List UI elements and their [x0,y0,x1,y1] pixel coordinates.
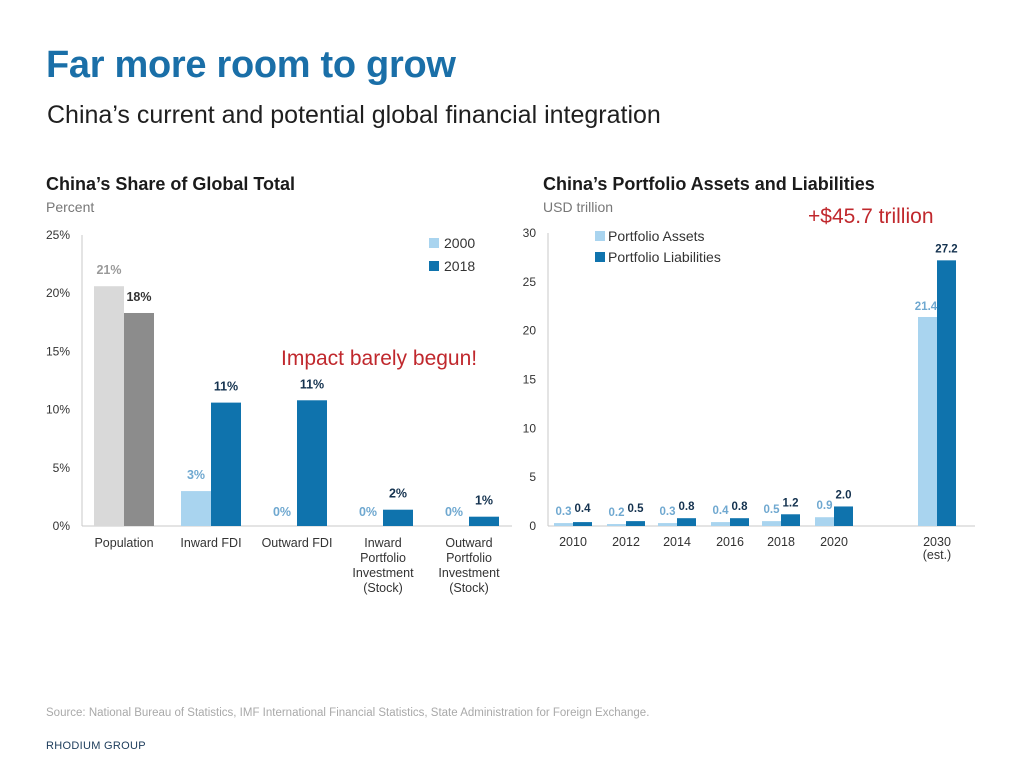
right-chart-unit: USD trillion [543,199,614,215]
y-tick-label: 20% [46,286,70,300]
bar-2018 [383,509,413,526]
bar-2018 [124,312,154,526]
data-label-2000: 0% [273,505,291,519]
y-tick-label: 5 [529,470,536,484]
y-tick-label: 30 [523,226,537,240]
category-label: Inward [364,536,402,550]
data-label-2018: 2% [389,487,407,501]
data-label-liabilities: 0.4 [575,503,592,515]
data-label-assets: 0.3 [556,506,572,518]
y-tick-label: 5% [53,461,71,475]
legend-swatch [429,261,439,271]
category-label: Portfolio [360,551,406,565]
bar-assets [918,316,937,526]
bar-assets [554,523,573,526]
data-label-2018: 1% [475,494,493,508]
legend-label: 2018 [444,258,475,274]
data-label-assets: 0.3 [660,506,676,518]
bar-assets [658,523,677,526]
bar-assets [711,522,730,526]
bar-liabilities [781,514,800,526]
data-label-2000: 21% [96,263,121,277]
data-label-assets: 0.9 [817,500,833,512]
bar-2018 [469,516,499,526]
category-label: (Stock) [449,581,489,595]
data-label-assets: 21.4 [915,301,938,313]
x-tick-label: 2014 [663,535,691,549]
data-label-liabilities: 1.2 [783,497,799,509]
category-label: (Stock) [363,581,403,595]
bar-liabilities [937,260,956,526]
category-label: Investment [438,566,500,580]
bar-liabilities [677,518,696,526]
y-tick-label: 25% [46,228,70,242]
slide-subtitle: China’s current and potential global fin… [47,101,661,129]
bar-2000 [94,286,124,526]
y-tick-label: 25 [523,275,537,289]
brand-logo-text: RHODIUM GROUP [46,740,146,752]
x-tick-label: 2018 [767,535,795,549]
category-label: Inward FDI [180,536,241,550]
data-label-2018: 11% [300,377,324,391]
legend-label: Portfolio Liabilities [608,249,721,265]
y-tick-label: 10% [46,403,70,417]
data-label-assets: 0.4 [713,505,730,517]
annotation-text: +$45.7 trillion [808,205,934,228]
legend-swatch [429,238,439,248]
category-label: Investment [352,566,414,580]
bar-2018 [297,400,327,526]
data-label-liabilities: 0.8 [732,501,749,513]
category-label: Population [94,536,153,550]
x-tick-label: 2020 [820,535,848,549]
bar-liabilities [573,522,592,526]
x-tick-label: 2030 [923,535,951,549]
category-label: Outward FDI [262,536,333,550]
y-tick-label: 15% [46,344,70,358]
source-note: Source: National Bureau of Statistics, I… [46,707,650,719]
right-chart-title: China’s Portfolio Assets and Liabilities [543,174,875,194]
y-tick-label: 0 [529,519,536,533]
data-label-2000: 0% [359,505,377,519]
data-label-assets: 0.5 [764,504,781,516]
data-label-liabilities: 2.0 [836,489,852,501]
bar-liabilities [626,521,645,526]
bar-liabilities [834,506,853,526]
data-label-2018: 11% [214,380,238,394]
y-tick-label: 10 [523,421,537,435]
data-label-2000: 3% [187,468,205,482]
data-label-liabilities: 0.8 [679,501,696,513]
data-label-assets: 0.2 [609,507,625,519]
data-label-liabilities: 0.5 [628,503,645,515]
left-chart-unit: Percent [46,199,95,215]
x-tick-label: 2012 [612,535,640,549]
bar-assets [607,524,626,526]
y-tick-label: 15 [523,373,537,387]
x-tick-label: 2010 [559,535,587,549]
legend-label: Portfolio Assets [608,228,705,244]
category-label: Portfolio [446,551,492,565]
data-label-2000: 0% [445,505,463,519]
y-tick-label: 0% [53,519,71,533]
slide-title: Far more room to grow [46,44,456,86]
bar-assets [815,517,834,526]
x-tick-label: 2016 [716,535,744,549]
bar-liabilities [730,518,749,526]
annotation-text: Impact barely begun! [281,347,477,370]
data-label-2018: 18% [126,290,151,304]
category-label: Outward [445,536,492,550]
data-label-liabilities: 27.2 [935,243,957,255]
legend-swatch [595,252,605,262]
legend-swatch [595,231,605,241]
left-chart-title: China’s Share of Global Total [46,174,296,194]
bar-2000 [181,491,211,526]
bar-assets [762,521,781,526]
y-tick-label: 20 [523,324,537,338]
bar-2018 [211,402,241,526]
legend-label: 2000 [444,235,475,251]
x-tick-label: (est.) [923,548,951,562]
